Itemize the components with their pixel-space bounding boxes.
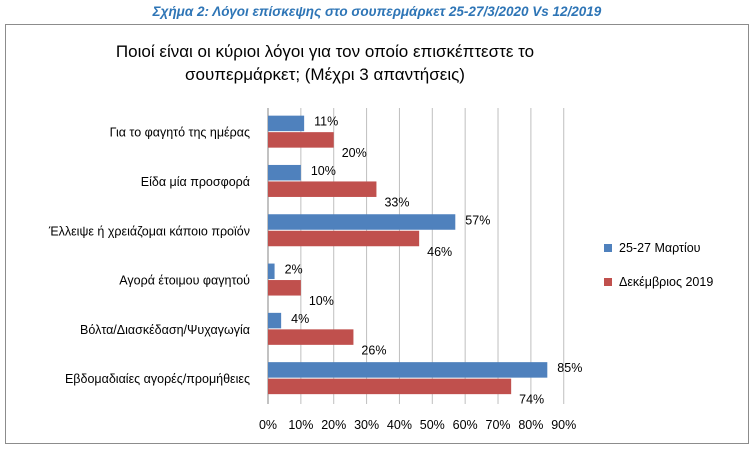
data-label-series-1: 11% bbox=[314, 115, 338, 129]
data-label-series-1: 4% bbox=[291, 312, 309, 326]
category-label: Είδα μία προσφορά bbox=[141, 175, 250, 189]
category-label: Έλλειψε ή χρειάζομαι κάποιο προϊόν bbox=[48, 224, 250, 238]
category-label: Βόλτα/Διασκέδαση/Ψυχαγωγία bbox=[80, 323, 250, 337]
x-tick-label: 20% bbox=[321, 418, 346, 432]
legend-label-series-1: 25-27 Μαρτίου bbox=[619, 241, 701, 255]
bar-series-2 bbox=[268, 280, 301, 296]
legend-swatch-series-1 bbox=[604, 244, 612, 252]
data-label-series-2: 33% bbox=[384, 195, 409, 209]
chart-title: Ποιοί είναι οι κύριοι λόγοι για τον οποί… bbox=[40, 40, 610, 86]
data-label-series-1: 10% bbox=[311, 164, 336, 178]
bar-series-1 bbox=[268, 312, 282, 329]
bar-series-2 bbox=[268, 378, 512, 395]
bar-series-2 bbox=[268, 132, 334, 148]
x-tick-label: 50% bbox=[420, 418, 445, 432]
data-label-series-1: 2% bbox=[285, 263, 303, 277]
category-label: Εβδομαδιαίες αγορές/προμήθειες bbox=[65, 372, 250, 386]
bar-series-1 bbox=[268, 115, 305, 132]
data-label-series-2: 20% bbox=[342, 146, 367, 160]
legend-swatch-series-2 bbox=[604, 278, 612, 286]
legend: 25-27 Μαρτίου Δεκέμβριος 2019 bbox=[604, 238, 713, 306]
x-tick-label: 80% bbox=[518, 418, 543, 432]
x-tick-label: 60% bbox=[453, 418, 478, 432]
gridlines bbox=[267, 108, 565, 404]
figure-caption: Σχήμα 2: Λόγοι επίσκεψης στο σουπερμάρκε… bbox=[152, 4, 602, 19]
bars bbox=[268, 115, 548, 395]
x-tick-label: 70% bbox=[486, 418, 511, 432]
category-label: Αγορά έτοιμου φαγητού bbox=[119, 274, 250, 288]
legend-label-series-2: Δεκέμβριος 2019 bbox=[619, 275, 714, 289]
x-tick-label: 0% bbox=[259, 418, 277, 432]
data-label-series-1: 85% bbox=[557, 361, 582, 375]
category-label: Για το φαγητό της ημέρας bbox=[110, 126, 250, 140]
bar-series-2 bbox=[268, 329, 354, 345]
chart-title-line-2: σουπερμάρκετ; (Μέχρι 3 απαντήσεις) bbox=[185, 65, 465, 84]
bar-series-2 bbox=[268, 181, 377, 197]
bar-series-2 bbox=[268, 230, 420, 247]
category-labels: Για το φαγητό της ημέρας Είδα μία προσφορ… bbox=[48, 126, 250, 387]
x-tick-label: 30% bbox=[354, 418, 379, 432]
bar-series-1 bbox=[268, 362, 548, 378]
legend-item-series-2: Δεκέμβριος 2019 bbox=[604, 272, 713, 292]
data-label-series-2: 26% bbox=[361, 343, 386, 357]
x-axis-tick-labels: 0% 10% 20% 30% 40% 50% 60% 70% 80% 90% bbox=[259, 418, 576, 432]
data-label-series-2: 46% bbox=[427, 245, 452, 259]
chart-title-line-1: Ποιοί είναι οι κύριοι λόγοι για τον οποί… bbox=[115, 42, 535, 61]
legend-item-series-1: 25-27 Μαρτίου bbox=[604, 238, 713, 258]
bar-series-1 bbox=[268, 214, 456, 230]
x-tick-label: 90% bbox=[551, 418, 576, 432]
data-label-series-2: 10% bbox=[309, 294, 334, 308]
data-labels: 11%20%10%33%57%46%2%10%4%26%85%74% bbox=[285, 115, 583, 407]
bar-series-1 bbox=[268, 164, 301, 181]
x-tick-label: 10% bbox=[288, 418, 313, 432]
data-label-series-1: 57% bbox=[465, 213, 490, 227]
x-tick-label: 40% bbox=[387, 418, 412, 432]
bar-series-1 bbox=[268, 263, 275, 280]
data-label-series-2: 74% bbox=[519, 393, 544, 407]
